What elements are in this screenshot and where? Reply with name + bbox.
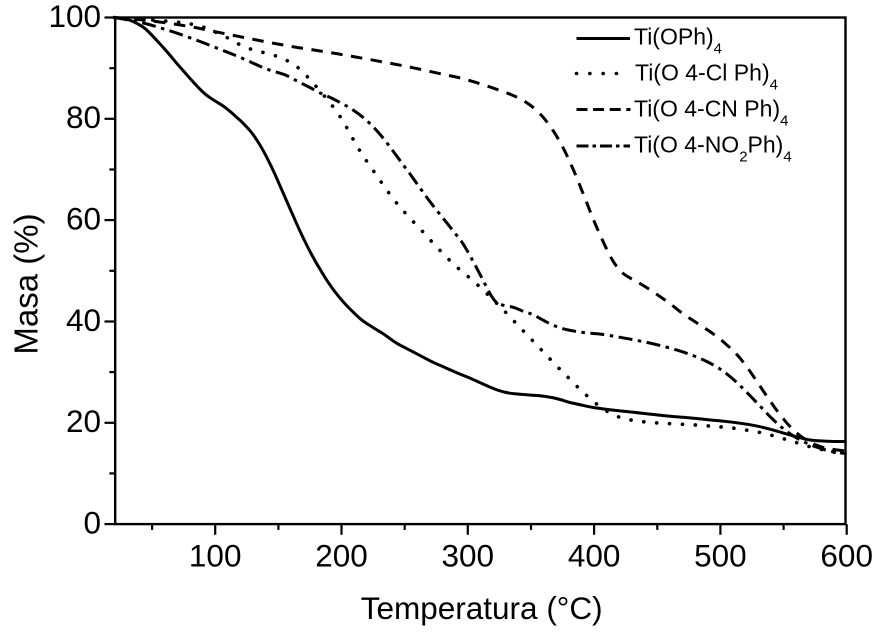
- svg-text:300: 300: [442, 538, 495, 574]
- svg-text:200: 200: [315, 538, 368, 574]
- svg-text:40: 40: [66, 302, 101, 338]
- svg-text:Ti(O 4-NO2Ph)4: Ti(O 4-NO2Ph)4: [634, 132, 792, 166]
- svg-text:Masa (%): Masa (%): [8, 213, 45, 354]
- svg-text:600: 600: [820, 538, 873, 574]
- svg-text:0: 0: [83, 504, 101, 540]
- svg-text:100: 100: [189, 538, 242, 574]
- svg-text:60: 60: [66, 200, 101, 236]
- svg-text:20: 20: [66, 403, 101, 439]
- svg-text:500: 500: [694, 538, 747, 574]
- svg-text:80: 80: [66, 99, 101, 135]
- svg-text:100: 100: [48, 0, 101, 34]
- svg-text:400: 400: [568, 538, 621, 574]
- svg-text:Temperatura (°C): Temperatura (°C): [361, 590, 603, 626]
